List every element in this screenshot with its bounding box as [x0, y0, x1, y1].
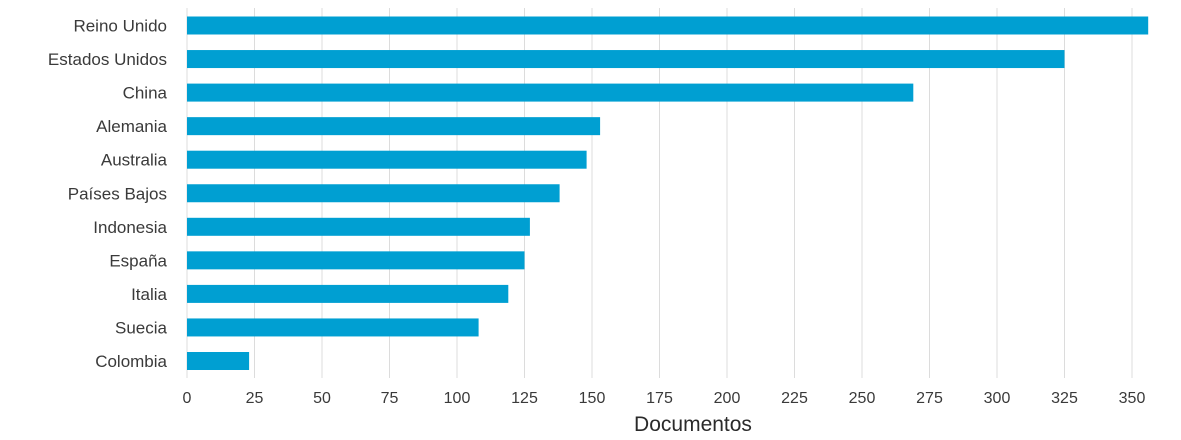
x-tick-label-325: 325	[1051, 390, 1078, 407]
x-tick-label-200: 200	[714, 390, 741, 407]
x-tick-labels: 0 25 50 75 100 125 150 175 200 225 250 275 300 325 350	[183, 390, 1146, 407]
bar-colombia	[187, 352, 250, 370]
x-tick-label-25: 25	[246, 390, 264, 407]
category-label-italia: Italia	[131, 285, 167, 304]
x-tick-label-300: 300	[984, 390, 1011, 407]
category-label-espana: España	[109, 251, 167, 270]
bar-alemania	[187, 117, 601, 136]
category-label-australia: Australia	[101, 151, 168, 170]
bar-indonesia	[187, 217, 530, 236]
x-tick-label-125: 125	[511, 390, 538, 407]
x-tick-label-350: 350	[1119, 390, 1146, 407]
category-label-alemania: Alemania	[96, 117, 167, 136]
category-label-reino-unido: Reino Unido	[73, 17, 167, 36]
category-labels: Reino Unido Estados Unidos China Alemania Au…	[48, 17, 168, 372]
category-label-china: China	[123, 84, 168, 103]
bar-estados-unidos	[187, 50, 1065, 69]
x-tick-label-225: 225	[781, 390, 808, 407]
bar-china	[187, 83, 914, 102]
x-tick-label-150: 150	[579, 390, 606, 407]
bar-australia	[187, 150, 587, 169]
x-tick-label-250: 250	[849, 390, 876, 407]
x-tick-label-100: 100	[444, 390, 471, 407]
bar-espana	[187, 251, 525, 270]
x-tick-label-50: 50	[313, 390, 331, 407]
bar-paises-bajos	[187, 184, 560, 203]
bars	[187, 16, 1149, 370]
category-label-suecia: Suecia	[115, 318, 168, 337]
x-tick-label-175: 175	[646, 390, 673, 407]
category-label-estados-unidos: Estados Unidos	[48, 50, 167, 69]
x-tick-label-75: 75	[381, 390, 399, 407]
x-tick-label-275: 275	[916, 390, 943, 407]
bar-reino-unido	[187, 16, 1149, 35]
bar-italia	[187, 284, 509, 303]
bar-suecia	[187, 318, 479, 337]
category-label-colombia: Colombia	[95, 352, 167, 371]
category-label-paises-bajos: Países Bajos	[68, 184, 167, 203]
category-label-indonesia: Indonesia	[93, 218, 167, 237]
x-tick-label-0: 0	[183, 390, 192, 407]
x-axis-title: Documentos	[634, 413, 752, 435]
